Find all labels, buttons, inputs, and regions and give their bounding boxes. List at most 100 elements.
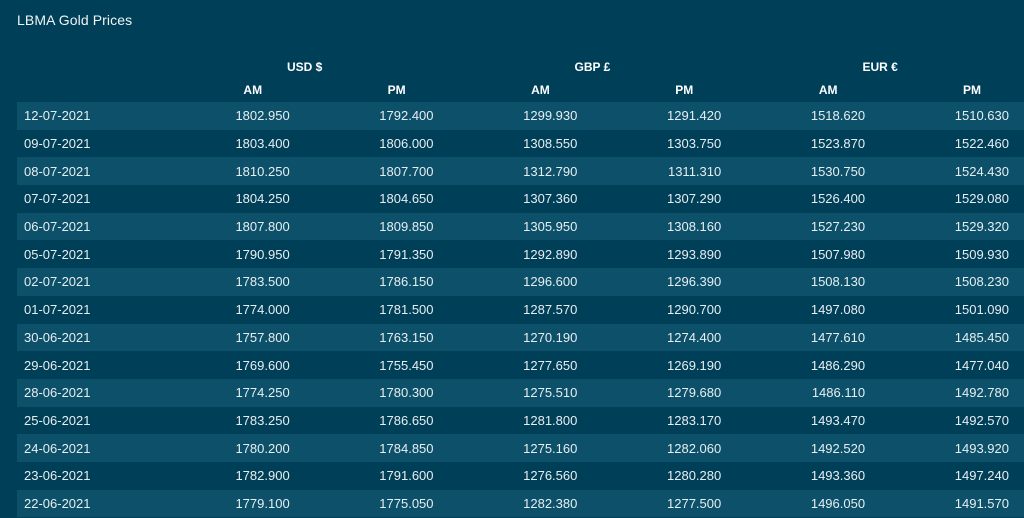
gbp-am-value: 1307.360 — [523, 191, 578, 207]
eur-pm-value: 1497.240 — [954, 468, 1009, 484]
table-row: 22-06-2021 1779.100 1775.050 1282.380 1277.5… — [17, 489, 1024, 518]
gbp-pm-cell: 1274.400 — [592, 323, 737, 352]
table-row: 12-07-2021 1802.950 1792.400 1299.930 1291.4… — [17, 102, 1024, 130]
gbp-am-cell: 1299.930 — [448, 102, 593, 130]
eur-am-value: 1523.870 — [810, 136, 866, 152]
eur-pm-value: 1501.090 — [954, 302, 1009, 318]
empty-header-cell — [17, 57, 161, 77]
gbp-pm-cell: 1280.280 — [592, 461, 737, 490]
eur-am-cell: 1523.870 — [736, 129, 881, 158]
gbp-am-value: 1276.560 — [523, 468, 578, 484]
eur-am-cell: 1527.230 — [736, 212, 881, 241]
usd-am-value: 1780.200 — [235, 440, 290, 456]
usd-am-cell: 1804.250 — [160, 185, 305, 213]
usd-pm-cell: 1807.700 — [304, 157, 449, 186]
usd-am-value: 1782.900 — [235, 468, 290, 484]
eur-am-cell: 1486.110 — [736, 378, 881, 407]
session-header-row: AM PM AM PM AM PM — [17, 77, 1024, 102]
usd-am-cell: 1774.250 — [160, 378, 305, 407]
gbp-am-cell: 1282.380 — [448, 489, 593, 518]
gbp-pm-value: 1269.190 — [667, 357, 722, 373]
usd-pm-cell: 1763.150 — [304, 323, 449, 352]
usd-am-value: 1769.600 — [235, 357, 290, 373]
eur-pm-value: 1510.630 — [954, 108, 1009, 124]
date-cell: 08-07-2021 — [17, 157, 161, 186]
gbp-am-value: 1299.930 — [523, 108, 578, 124]
usd-pm-value: 1780.300 — [379, 385, 434, 401]
eur-pm-value: 1491.570 — [954, 495, 1009, 511]
eur-pm-cell: 1508.230 — [880, 268, 1024, 296]
gbp-pm-header: PM — [675, 82, 694, 97]
eur-am-value: 1527.230 — [810, 219, 866, 235]
eur-pm-value: 1492.570 — [954, 412, 1009, 428]
gbp-pm-cell: 1283.170 — [592, 406, 737, 435]
table-header: USD $ GBP £ EUR € AM PM AM PM AM PM — [17, 57, 1024, 102]
usd-pm-cell: 1804.650 — [304, 185, 449, 213]
date-cell: 30-06-2021 — [17, 323, 161, 352]
gbp-am-cell: 1296.600 — [448, 268, 593, 296]
gbp-pm-value: 1296.390 — [667, 274, 722, 290]
usd-am-header: AM — [243, 82, 263, 97]
gbp-am-value: 1277.650 — [523, 357, 578, 373]
usd-pm-value: 1784.850 — [379, 440, 434, 456]
usd-pm-value: 1775.050 — [379, 495, 434, 511]
gbp-am-cell: 1307.360 — [448, 185, 593, 213]
usd-am-value: 1810.250 — [235, 163, 290, 179]
eur-pm-cell: 1529.320 — [880, 212, 1024, 241]
table-row: 28-06-2021 1774.250 1780.300 1275.510 1279.6… — [17, 378, 1024, 407]
gbp-pm-cell: 1307.290 — [592, 185, 737, 213]
usd-pm-cell: 1781.500 — [304, 295, 449, 324]
usd-am-cell: 1780.200 — [160, 434, 305, 462]
eur-am-cell: 1477.610 — [736, 323, 881, 352]
eur-pm-value: 1529.320 — [954, 219, 1009, 235]
date-cell: 22-06-2021 — [17, 489, 161, 518]
gbp-am-cell: 1275.510 — [448, 378, 593, 407]
gbp-pm-cell: 1291.420 — [592, 102, 737, 130]
gbp-pm-value: 1290.700 — [667, 302, 722, 318]
eur-am-value: 1477.610 — [810, 329, 866, 345]
gbp-pm-value: 1311.310 — [667, 163, 722, 179]
gbp-am-value: 1281.800 — [523, 412, 578, 428]
usd-am-cell: 1774.000 — [160, 295, 305, 324]
gbp-pm-value: 1307.290 — [667, 191, 722, 207]
date-cell: 07-07-2021 — [17, 185, 161, 213]
gbp-group-header: GBP £ — [574, 60, 611, 74]
gbp-am-value: 1287.570 — [523, 302, 578, 318]
gbp-pm-cell: 1293.890 — [592, 240, 737, 269]
table-row: 07-07-2021 1804.250 1804.650 1307.360 1307.2… — [17, 185, 1024, 213]
eur-am-cell: 1518.620 — [736, 102, 881, 130]
gbp-am-cell: 1287.570 — [448, 295, 593, 324]
eur-am-cell: 1526.400 — [736, 185, 881, 213]
usd-am-cell: 1779.100 — [160, 489, 305, 518]
table-row: 05-07-2021 1790.950 1791.350 1292.890 1293.8… — [17, 240, 1024, 269]
gbp-am-value: 1308.550 — [523, 136, 578, 152]
usd-am-value: 1790.950 — [235, 246, 290, 262]
eur-pm-cell: 1501.090 — [880, 295, 1024, 324]
gbp-pm-cell: 1277.500 — [592, 489, 737, 518]
table-row: 25-06-2021 1783.250 1786.650 1281.800 1283.1… — [17, 406, 1024, 435]
usd-am-value: 1802.950 — [235, 108, 290, 124]
table-row: 09-07-2021 1803.400 1806.000 1308.550 1303.7… — [17, 129, 1024, 158]
eur-am-cell: 1508.130 — [736, 268, 881, 296]
usd-pm-cell: 1791.350 — [304, 240, 449, 269]
eur-am-value: 1496.050 — [810, 495, 866, 511]
date-cell: 12-07-2021 — [17, 102, 161, 130]
usd-pm-cell: 1786.150 — [304, 268, 449, 296]
eur-am-cell: 1493.360 — [736, 461, 881, 490]
gbp-am-value: 1296.600 — [523, 274, 578, 290]
table-row: 24-06-2021 1780.200 1784.850 1275.160 1282.0… — [17, 434, 1024, 462]
gbp-am-cell: 1270.190 — [448, 323, 593, 352]
eur-am-value: 1518.620 — [810, 108, 866, 124]
usd-pm-value: 1806.000 — [379, 136, 434, 152]
usd-pm-value: 1791.600 — [379, 468, 434, 484]
gbp-am-cell: 1308.550 — [448, 129, 593, 158]
usd-am-value: 1807.800 — [235, 219, 290, 235]
eur-pm-header: PM — [963, 82, 982, 97]
gbp-am-cell: 1275.160 — [448, 434, 593, 462]
usd-am-cell: 1757.800 — [160, 323, 305, 352]
eur-am-value: 1492.520 — [810, 440, 866, 456]
eur-pm-value: 1524.430 — [954, 163, 1009, 179]
usd-am-value: 1757.800 — [235, 329, 290, 345]
eur-pm-value: 1508.230 — [954, 274, 1009, 290]
eur-pm-value: 1477.040 — [954, 357, 1009, 373]
